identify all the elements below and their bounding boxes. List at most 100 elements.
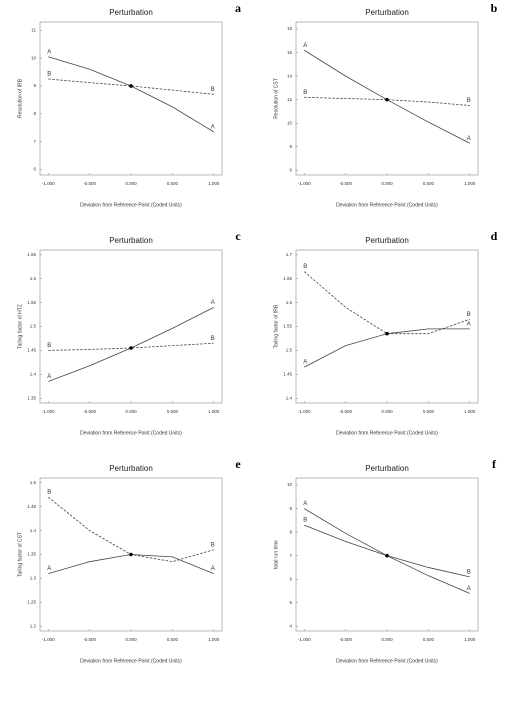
y-tick-label: 7 (33, 139, 36, 144)
y-tick-label: 1.45 (27, 504, 36, 509)
y-tick-label: 1.5 (30, 324, 37, 329)
y-tick-label: 1.45 (27, 348, 36, 353)
chart-title: Perturbation (365, 8, 409, 17)
panel-letter: e (235, 457, 241, 471)
chart-title: Perturbation (365, 464, 409, 473)
series-label: B (303, 264, 307, 270)
x-tick-label: 1.000 (208, 637, 220, 642)
x-tick-label: 0.000 (125, 637, 137, 642)
chart-title: Perturbation (109, 464, 153, 473)
series-line (48, 56, 214, 133)
x-tick-label: -1.000 (298, 637, 311, 642)
x-axis-label: Deviation from Reference Point (Coded Un… (336, 202, 438, 208)
y-tick-label: 1.45 (283, 372, 292, 377)
y-tick-label: 12 (287, 97, 293, 102)
center-point (129, 552, 133, 557)
center-point (129, 84, 133, 88)
series-label: A (303, 360, 307, 366)
y-tick-label: 1.3 (30, 576, 37, 581)
plot-frame (295, 249, 479, 404)
series-label: A (47, 566, 51, 572)
y-tick-label: 14 (287, 73, 293, 78)
panel-letter: d (491, 229, 498, 243)
series-line (304, 508, 470, 594)
series-label: B (467, 98, 471, 104)
y-tick-label: 16 (287, 50, 293, 55)
y-tick-label: 10 (287, 120, 293, 125)
series-label: A (303, 501, 307, 507)
y-axis-label: Tailing factor of CST (17, 532, 23, 577)
x-tick-label: 0.000 (125, 409, 137, 414)
y-tick-label: 1.7 (286, 252, 293, 257)
y-tick-label: 8 (289, 529, 292, 534)
series-line (304, 49, 470, 144)
series-label: A (47, 374, 51, 380)
x-tick-label: 1.000 (208, 181, 220, 186)
x-tick-label: 1.000 (464, 409, 476, 414)
y-tick-label: 1.35 (27, 552, 36, 557)
chart-title: Perturbation (365, 236, 409, 245)
x-axis-label: Deviation from Reference Point (Coded Un… (80, 430, 182, 436)
y-tick-label: 1.35 (27, 395, 36, 400)
y-tick-label: 18 (287, 26, 293, 31)
y-tick-label: 1.55 (283, 324, 292, 329)
series-label: A (211, 566, 215, 572)
y-tick-label: 6 (289, 167, 292, 172)
y-tick-label: 1.4 (30, 372, 37, 377)
series-label: A (467, 586, 471, 592)
y-axis-label: Tailing factor of IRB (273, 304, 279, 348)
series-line (304, 524, 470, 578)
series-label: B (47, 490, 51, 496)
y-axis-label: total run time (273, 540, 279, 569)
y-tick-label: 1.55 (27, 300, 36, 305)
panel-letter: a (235, 1, 241, 15)
center-point (129, 346, 133, 350)
y-tick-label: 1.4 (30, 528, 37, 533)
x-axis-label: Deviation from Reference Point (Coded Un… (80, 658, 182, 664)
series-label: B (303, 90, 307, 96)
series-line (48, 342, 214, 351)
series-label: B (211, 336, 215, 342)
plot-frame (39, 21, 223, 176)
series-line (48, 554, 214, 575)
y-tick-label: 1.2 (30, 623, 37, 628)
center-point (385, 97, 389, 102)
series-label: A (467, 136, 471, 142)
center-point (385, 553, 389, 558)
y-axis-label: Resolution of CST (273, 78, 279, 119)
panel-letter: b (491, 1, 498, 15)
y-tick-label: 8 (33, 111, 36, 116)
x-tick-label: -0.500 (339, 637, 352, 642)
chart-title: Perturbation (109, 236, 153, 245)
y-tick-label: 1.5 (286, 348, 293, 353)
x-tick-label: -0.500 (83, 637, 96, 642)
y-axis-label: Resolution of IRB (17, 78, 23, 118)
x-tick-label: -1.000 (298, 181, 311, 186)
y-tick-label: 6 (289, 576, 292, 581)
x-tick-label: 0.500 (167, 637, 179, 642)
series-label: B (47, 343, 51, 349)
plot-frame (39, 249, 223, 404)
series-label: B (467, 569, 471, 575)
series-label: B (303, 518, 307, 524)
y-tick-label: 11 (31, 28, 36, 33)
x-tick-label: 0.000 (381, 181, 393, 186)
x-tick-label: -1.000 (298, 409, 311, 414)
y-tick-label: 6 (33, 167, 36, 172)
y-axis-label: Tailing factor of HTZ (17, 304, 23, 349)
x-axis-label: Deviation from Reference Point (Coded Un… (80, 202, 182, 208)
series-line (304, 271, 470, 335)
series-line (48, 78, 214, 95)
y-tick-label: 7 (289, 553, 292, 558)
x-tick-label: 1.000 (208, 409, 220, 414)
series-label: A (211, 124, 215, 130)
chart-title: Perturbation (109, 8, 153, 17)
y-tick-label: 4 (289, 623, 292, 628)
y-tick-label: 5 (289, 600, 292, 605)
x-tick-label: 1.000 (464, 181, 476, 186)
x-tick-label: 0.500 (423, 637, 435, 642)
y-tick-label: 1.65 (27, 252, 36, 257)
y-tick-label: 1.65 (283, 276, 292, 281)
series-label: B (211, 87, 215, 93)
